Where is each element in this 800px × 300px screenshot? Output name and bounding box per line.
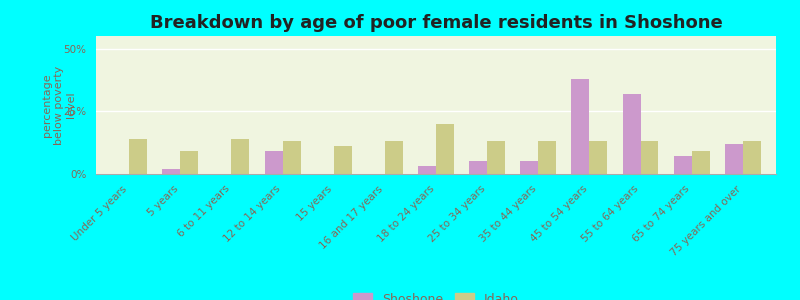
Bar [385, 141, 402, 174]
Bar [470, 161, 487, 174]
Bar [622, 94, 641, 174]
Bar [180, 152, 198, 174]
Bar [725, 144, 742, 174]
Bar [538, 141, 556, 174]
Y-axis label: percentage
below poverty
level: percentage below poverty level [42, 65, 75, 145]
Bar [231, 139, 250, 174]
Title: Breakdown by age of poor female residents in Shoshone: Breakdown by age of poor female resident… [150, 14, 722, 32]
Bar [742, 141, 761, 174]
Bar [265, 152, 282, 174]
Bar [590, 141, 607, 174]
Bar [418, 167, 436, 174]
Bar [641, 141, 658, 174]
Bar [282, 141, 301, 174]
Bar [130, 139, 147, 174]
Bar [436, 124, 454, 174]
Legend: Shoshone, Idaho: Shoshone, Idaho [348, 288, 524, 300]
Bar [487, 141, 505, 174]
Bar [674, 156, 692, 174]
Bar [692, 152, 710, 174]
Bar [520, 161, 538, 174]
Bar [162, 169, 180, 174]
Bar [571, 79, 590, 174]
Bar [334, 146, 352, 174]
